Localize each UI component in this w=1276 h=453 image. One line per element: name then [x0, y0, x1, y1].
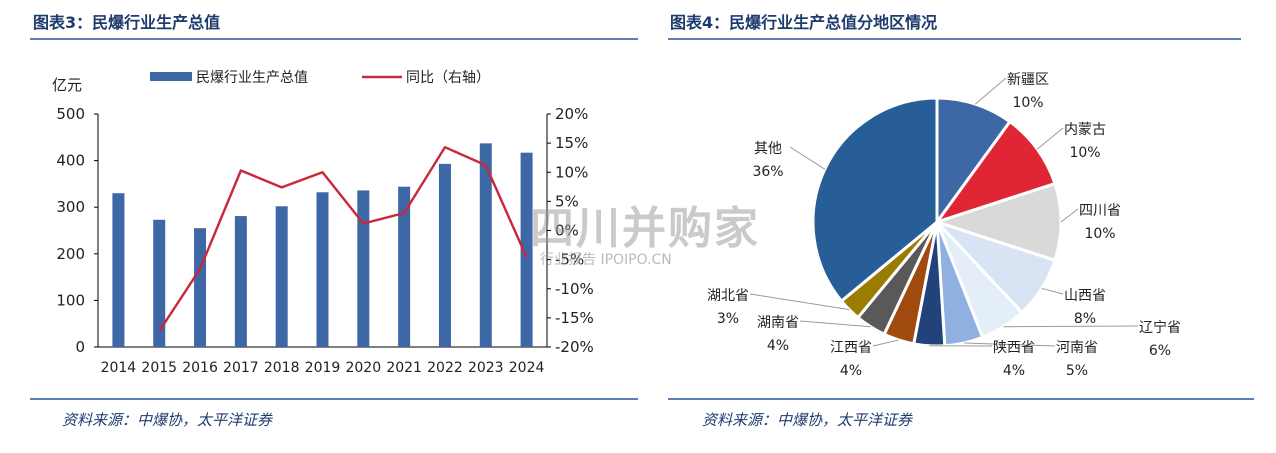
- pie-category-label: 辽宁省: [1139, 319, 1181, 336]
- pie-percent-label: 4%: [840, 363, 862, 379]
- pie-percent-label: 5%: [1066, 363, 1088, 379]
- pie-leader-line: [964, 342, 1056, 347]
- bar: [398, 186, 411, 347]
- pie-category-label: 湖北省: [707, 288, 749, 304]
- y-right-tick-label: -15%: [555, 309, 594, 327]
- bar: [234, 216, 247, 347]
- pie-leader-line: [1037, 127, 1064, 150]
- x-tick-label: 2023: [468, 360, 504, 376]
- bar: [316, 192, 329, 347]
- pie-category-label: 新疆区: [1007, 72, 1049, 88]
- pie-percent-label: 8%: [1074, 311, 1096, 327]
- pie-percent-label: 36%: [752, 164, 783, 180]
- pie-category-label: 河南省: [1056, 340, 1098, 356]
- pie-leader-line: [789, 146, 826, 170]
- y-left-tick-label: 300: [56, 198, 85, 216]
- pie-category-label: 江西省: [830, 340, 872, 356]
- left-title-rule: [30, 38, 638, 40]
- x-tick-label: 2014: [101, 360, 137, 376]
- pie-leader-line: [974, 77, 1007, 105]
- y-right-tick-label: -20%: [555, 338, 594, 356]
- left-source-rule: [30, 398, 638, 400]
- x-tick-label: 2021: [386, 360, 422, 376]
- right-source-rule: [668, 398, 1254, 400]
- pie-category-label: 内蒙古: [1064, 122, 1106, 138]
- x-tick-label: 2016: [182, 360, 218, 376]
- y-right-tick-label: 15%: [555, 134, 588, 152]
- bar: [479, 143, 492, 347]
- pie-slice: [935, 96, 1012, 227]
- bar: [275, 206, 288, 347]
- bar: [194, 228, 207, 347]
- y-left-tick-label: 0: [75, 338, 85, 356]
- pie-percent-label: 4%: [1003, 363, 1025, 379]
- legend-bar-label: 民爆行业生产总值: [196, 70, 308, 86]
- pie-category-label: 陕西省: [993, 340, 1035, 356]
- pie-leader-line: [749, 293, 850, 311]
- right-source-note: 资料来源：中爆协，太平洋证券: [702, 411, 913, 429]
- pie-leader-line: [872, 339, 899, 347]
- y-right-tick-label: 10%: [555, 163, 588, 181]
- pie-percent-label: 4%: [767, 338, 789, 354]
- pie-percent-label: 10%: [1012, 95, 1043, 111]
- y-right-tick-label: 0%: [555, 222, 579, 240]
- x-tick-label: 2019: [305, 360, 341, 376]
- legend-line-label: 同比（右轴）: [406, 70, 490, 86]
- left-figure-title: 图表3：民爆行业生产总值: [33, 13, 221, 32]
- bar: [357, 190, 370, 347]
- pie-category-label: 四川省: [1079, 203, 1121, 219]
- pie-percent-label: 3%: [717, 311, 739, 327]
- right-title-rule: [668, 38, 1241, 40]
- y-right-tick-label: -10%: [555, 280, 594, 298]
- pie-leader-line: [1003, 325, 1139, 328]
- x-tick-label: 2017: [223, 360, 259, 376]
- y-right-tick-label: -5%: [555, 251, 584, 269]
- x-tick-label: 2015: [141, 360, 177, 376]
- yoy-growth-line: [158, 146, 528, 332]
- y-axis-unit-label: 亿元: [52, 76, 82, 94]
- right-figure-title: 图表4：民爆行业生产总值分地区情况: [670, 13, 938, 32]
- x-tick-label: 2020: [345, 360, 381, 376]
- y-left-tick-label: 200: [56, 245, 85, 263]
- pie-leader-line: [1060, 208, 1079, 223]
- pie-leader-line: [1041, 287, 1064, 295]
- x-tick-label: 2024: [509, 360, 545, 376]
- y-right-tick-label: 20%: [555, 105, 588, 123]
- pie-slice: [933, 119, 1057, 225]
- bar: [438, 163, 451, 347]
- left-source-note: 资料来源：中爆协，太平洋证券: [62, 411, 273, 429]
- bar: [153, 219, 166, 347]
- x-tick-label: 2022: [427, 360, 463, 376]
- pie-percent-label: 6%: [1149, 343, 1171, 359]
- pie-slice: [811, 96, 939, 304]
- pie-category-label: 湖南省: [757, 315, 799, 331]
- pie-percent-label: 10%: [1084, 226, 1115, 242]
- pie-leader-line: [799, 320, 871, 328]
- pie-percent-label: 10%: [1069, 145, 1100, 161]
- pie-category-label: 其他: [754, 141, 782, 157]
- y-right-tick-label: 5%: [555, 192, 579, 210]
- x-tick-label: 2018: [264, 360, 300, 376]
- legend-bar-swatch: [150, 72, 192, 81]
- bar: [520, 152, 533, 347]
- bar: [112, 193, 125, 347]
- y-left-tick-label: 100: [56, 291, 85, 309]
- pie-slice: [932, 181, 1063, 263]
- y-left-tick-label: 400: [56, 152, 85, 170]
- pie-category-label: 山西省: [1064, 288, 1106, 304]
- y-left-tick-label: 500: [56, 105, 85, 123]
